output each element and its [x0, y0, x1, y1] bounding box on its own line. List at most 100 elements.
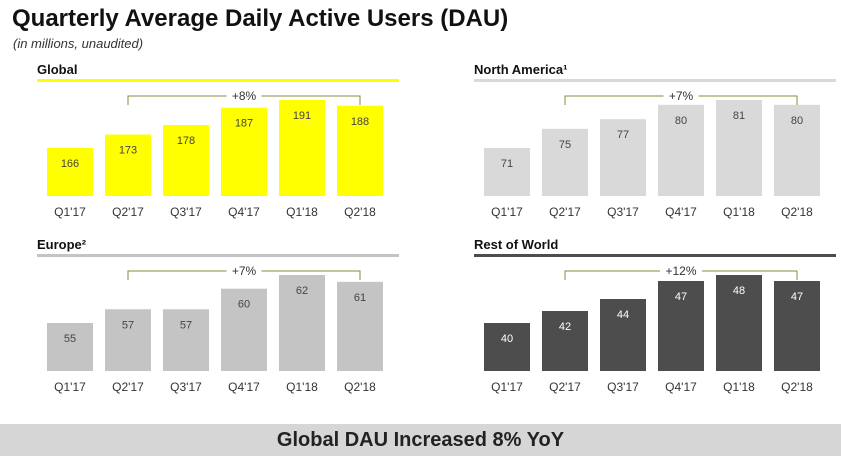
bar-europe-4	[279, 275, 325, 371]
tick-label-global-0: Q1'17	[54, 205, 86, 219]
value-label-global-3: 187	[235, 118, 253, 130]
bar-global-2	[163, 124, 209, 196]
bar-rest-of-world-4	[716, 275, 762, 371]
tick-label-global-4: Q1'18	[286, 205, 318, 219]
tick-label-global-2: Q3'17	[170, 205, 202, 219]
value-label-global-4: 191	[293, 110, 311, 122]
value-label-europe-1: 57	[122, 319, 134, 331]
growth-label-north-america: +7%	[669, 89, 694, 103]
bar-global-1	[105, 134, 151, 196]
tick-label-rest-of-world-5: Q2'18	[781, 380, 813, 394]
tick-label-north-america-4: Q1'18	[723, 205, 755, 219]
chart-global: 166 173 178 187 191 188 Q1'17 Q2'17 Q3'17 Q4'17 Q1…	[47, 89, 383, 219]
growth-label-europe: +7%	[232, 264, 257, 278]
footer-text: Global DAU Increased 8% YoY	[276, 429, 565, 451]
panel-title-rest-of-world: Rest of World	[474, 237, 559, 252]
chart-europe: 55 57 57 60 62 61 Q1'17 Q2'17 Q3'17 Q4'17 Q1'18 Q2'…	[47, 264, 383, 394]
growth-bracket-right-global	[261, 95, 361, 105]
panel-europe: Europe² 55 57 57 60 62 61 Q1'17 Q2'17 Q3'17 Q4'17…	[37, 237, 399, 397]
chart-rest-of-world: 40 42 44 47 48 47 Q1'17 Q2'17 Q3'17 Q4'17 Q1'18 Q2'…	[484, 264, 820, 394]
value-label-europe-2: 57	[180, 319, 192, 331]
bar-north-america-4	[716, 100, 762, 196]
value-label-north-america-0: 71	[501, 158, 513, 170]
bar-europe-5	[337, 281, 383, 371]
bar-europe-1	[105, 309, 151, 371]
growth-bracket-right-europe	[261, 270, 361, 280]
growth-bracket-left-europe	[127, 270, 227, 280]
value-label-north-america-4: 81	[733, 110, 745, 122]
panel-rest-of-world: Rest of World 40 42 44 47 48 47 Q1'17 Q2'17 Q3'1…	[474, 237, 836, 397]
panel-rule-europe	[37, 254, 399, 257]
growth-bracket-left-rest-of-world	[564, 270, 660, 280]
bar-global-0	[47, 148, 93, 196]
tick-label-rest-of-world-0: Q1'17	[491, 380, 523, 394]
bar-north-america-5	[774, 104, 820, 196]
bar-rest-of-world-0	[484, 323, 530, 371]
tick-label-rest-of-world-4: Q1'18	[723, 380, 755, 394]
panel-rule-global	[37, 79, 399, 82]
tick-label-north-america-1: Q2'17	[549, 205, 581, 219]
growth-bracket-left-global	[127, 95, 227, 105]
tick-label-europe-5: Q2'18	[344, 380, 376, 394]
bar-rest-of-world-3	[658, 281, 704, 371]
tick-label-rest-of-world-2: Q3'17	[607, 380, 639, 394]
value-label-global-5: 188	[351, 116, 369, 128]
bar-rest-of-world-2	[600, 299, 646, 371]
tick-label-europe-1: Q2'17	[112, 380, 144, 394]
tick-label-north-america-3: Q4'17	[665, 205, 697, 219]
value-label-rest-of-world-5: 47	[791, 291, 803, 303]
bar-rest-of-world-1	[542, 311, 588, 371]
value-label-rest-of-world-2: 44	[617, 309, 629, 321]
bar-north-america-1	[542, 128, 588, 196]
bar-rest-of-world-5	[774, 281, 820, 371]
panel-title-global: Global	[37, 62, 78, 77]
growth-label-rest-of-world: +12%	[665, 264, 696, 278]
tick-label-rest-of-world-3: Q4'17	[665, 380, 697, 394]
growth-bracket-right-north-america	[698, 95, 798, 105]
value-label-north-america-1: 75	[559, 139, 571, 151]
chart-north-america: 71 75 77 80 81 80 Q1'17 Q2'17 Q3'17 Q4'17 Q1'18 Q2'…	[484, 89, 820, 219]
value-label-europe-4: 62	[296, 285, 308, 297]
tick-label-europe-2: Q3'17	[170, 380, 202, 394]
tick-label-north-america-0: Q1'17	[491, 205, 523, 219]
tick-label-global-5: Q2'18	[344, 205, 376, 219]
page-title: Quarterly Average Daily Active Users (DA…	[12, 5, 509, 32]
value-label-north-america-5: 80	[791, 115, 803, 127]
value-label-north-america-2: 77	[617, 129, 629, 141]
bar-global-3	[221, 107, 267, 196]
bar-europe-2	[163, 309, 209, 371]
panel-north-america: North America¹ 71 75 77 80 81 80 Q1'17 Q2'17 Q3'…	[474, 62, 836, 222]
panel-rule-north-america	[474, 79, 836, 82]
bar-north-america-2	[600, 119, 646, 196]
value-label-rest-of-world-4: 48	[733, 285, 745, 297]
tick-label-global-3: Q4'17	[228, 205, 260, 219]
value-label-rest-of-world-0: 40	[501, 333, 513, 345]
value-label-global-1: 173	[119, 145, 137, 157]
bar-europe-0	[47, 323, 93, 371]
tick-label-north-america-2: Q3'17	[607, 205, 639, 219]
value-label-rest-of-world-1: 42	[559, 321, 571, 333]
value-label-europe-5: 61	[354, 292, 366, 304]
value-label-europe-3: 60	[238, 299, 250, 311]
tick-label-north-america-5: Q2'18	[781, 205, 813, 219]
panel-title-north-america: North America¹	[474, 62, 568, 77]
bar-europe-3	[221, 288, 267, 371]
bar-global-4	[279, 100, 325, 196]
footer-banner: Global DAU Increased 8% YoY	[0, 424, 841, 456]
bar-north-america-0	[484, 148, 530, 196]
value-label-global-2: 178	[177, 135, 195, 147]
value-label-rest-of-world-3: 47	[675, 291, 687, 303]
tick-label-global-1: Q2'17	[112, 205, 144, 219]
growth-label-global: +8%	[232, 89, 257, 103]
page-subtitle: (in millions, unaudited)	[13, 36, 144, 51]
value-label-global-0: 166	[61, 158, 79, 170]
tick-label-europe-0: Q1'17	[54, 380, 86, 394]
panel-global: Global 166 173 178 187 191 188 Q1'17 Q2'17 Q3'17…	[37, 62, 399, 222]
tick-label-europe-4: Q1'18	[286, 380, 318, 394]
value-label-europe-0: 55	[64, 333, 76, 345]
panel-rule-rest-of-world	[474, 254, 836, 257]
growth-bracket-left-north-america	[564, 95, 664, 105]
bar-global-5	[337, 105, 383, 196]
panel-title-europe: Europe²	[37, 237, 87, 252]
value-label-north-america-3: 80	[675, 115, 687, 127]
